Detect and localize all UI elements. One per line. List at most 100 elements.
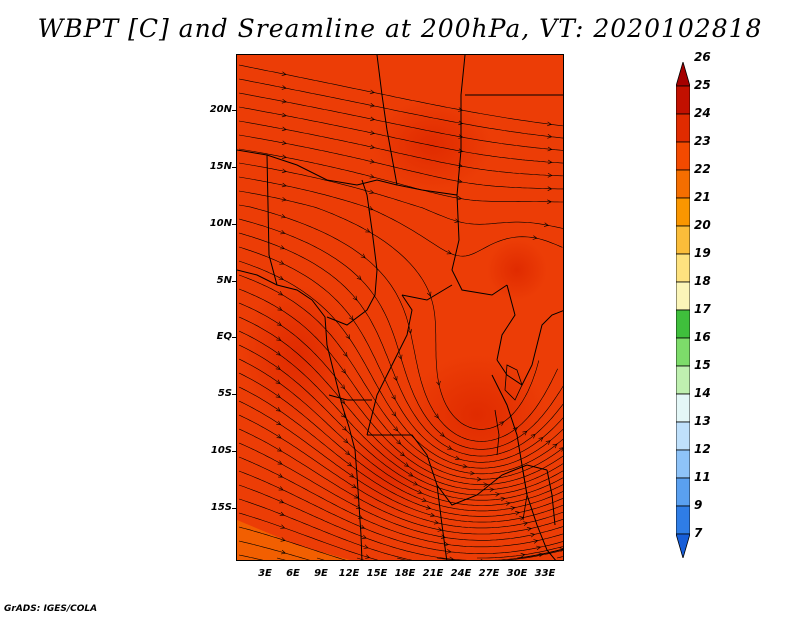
streamline-arrow — [278, 486, 284, 491]
streamline-arrow — [543, 222, 549, 227]
lon-label-33e: 33E — [534, 568, 556, 579]
streamline-arrow — [458, 134, 464, 139]
streamline — [238, 316, 563, 491]
wbpt-zone-central — [407, 355, 547, 475]
streamline — [238, 190, 540, 430]
colorbar-label: 12 — [694, 442, 711, 456]
streamline-arrow — [280, 524, 286, 529]
lat-tick — [232, 451, 236, 452]
streamline — [238, 260, 563, 469]
colorbar-label: 14 — [694, 386, 711, 400]
streamline-arrow — [547, 199, 552, 205]
streamline-arrow — [345, 450, 351, 456]
streamline-arrow — [458, 120, 464, 126]
streamline-arrow — [343, 438, 349, 444]
streamline-arrow — [280, 549, 287, 555]
colorbar-swatch — [675, 337, 691, 367]
streamline-arrow — [538, 437, 544, 442]
colorbar-label: 15 — [694, 358, 711, 372]
streamline-arrow — [457, 195, 463, 201]
streamline — [238, 554, 264, 560]
lon-label-3e: 3E — [258, 568, 272, 579]
map-panel — [236, 54, 564, 561]
streamline-arrow — [530, 433, 536, 439]
streamline-arrow — [489, 487, 495, 492]
streamline-arrow — [280, 229, 286, 235]
streamline-arrow — [279, 245, 285, 250]
lon-label-30e: 30E — [506, 568, 528, 579]
wbpt-zone-south — [327, 430, 447, 520]
streamline-arrow — [499, 421, 505, 426]
lat-label-10s: 10S — [210, 445, 232, 456]
streamline-arrow — [458, 148, 464, 153]
streamline-arrow — [495, 492, 501, 497]
streamline-arrow — [476, 476, 482, 482]
streamline-arrow — [280, 537, 286, 542]
streamline-arrow — [396, 439, 402, 445]
colorbar-label: 23 — [694, 134, 711, 148]
streamline-arrow — [397, 354, 403, 360]
streamline-arrow — [279, 499, 285, 504]
colorbar-label: 22 — [694, 162, 711, 176]
streamline-arrow — [369, 159, 375, 164]
streamline-arrow — [281, 98, 287, 104]
streamline-arrow — [276, 321, 282, 326]
streamline-arrow — [523, 521, 529, 526]
lat-tick — [232, 167, 236, 168]
chart-title: WBPT [C] and Sreamline at 200hPa, VT: 20… — [37, 14, 763, 43]
streamline-arrow — [520, 552, 526, 558]
streamline-arrow — [559, 447, 563, 452]
lat-tick — [232, 110, 236, 111]
streamline-arrow — [483, 482, 489, 487]
streamline — [238, 330, 563, 496]
streamline-arrow — [281, 197, 287, 202]
lon-label-15e: 15E — [366, 568, 388, 579]
streamline-arrow — [369, 89, 375, 95]
streamline — [238, 134, 563, 190]
streamline-arrow — [280, 213, 286, 219]
colorbar-arrow-bottom — [675, 533, 691, 560]
colorbar-label: 25 — [694, 78, 711, 92]
grads-credit: GrADS: IGES/COLA — [4, 604, 98, 614]
streamline — [316, 557, 325, 560]
streamline-arrow — [426, 505, 432, 510]
streamline-arrow — [391, 394, 396, 400]
streamline-arrow — [276, 420, 282, 426]
lon-label-6e: 6E — [286, 568, 300, 579]
streamline-arrow — [281, 154, 287, 159]
streamline-arrow — [526, 527, 532, 532]
lat-label-10n: 10N — [209, 218, 232, 229]
lat-label-eq: EQ — [216, 331, 232, 342]
lat-label-5n: 5N — [216, 275, 232, 286]
streamline-arrow — [547, 186, 553, 191]
wbpt-zone-southwest — [237, 520, 350, 560]
streamline-arrow — [361, 534, 367, 539]
streamline-arrow — [505, 501, 511, 506]
streamline-arrow — [404, 462, 410, 467]
streamline-arrow — [536, 545, 542, 551]
streamline — [516, 548, 563, 559]
streamline-arrow — [278, 275, 284, 280]
streamline — [356, 557, 365, 560]
streamline-arrow — [370, 130, 376, 135]
streamline-arrow — [356, 275, 362, 281]
colorbar-label: 13 — [694, 414, 711, 428]
streamline-arrow — [407, 328, 412, 334]
streamline-arrow — [275, 365, 281, 370]
streamline-arrow — [426, 291, 432, 297]
streamline-arrow — [547, 146, 553, 152]
streamline-arrow — [368, 206, 374, 211]
lat-label-15s: 15S — [210, 502, 232, 513]
streamline-arrow — [443, 541, 449, 547]
colorbar-swatch — [675, 197, 691, 227]
streamline — [238, 302, 563, 485]
streamline-arrow — [510, 506, 516, 511]
streamline-arrow — [369, 174, 375, 179]
lon-label-9e: 9E — [314, 568, 328, 579]
colorbar-swatch — [675, 309, 691, 339]
streamline-arrow — [533, 539, 539, 544]
streamline-arrow — [275, 393, 281, 398]
colorbar — [675, 60, 691, 562]
colorbar-label: 17 — [694, 302, 711, 316]
colorbar-label: 7 — [694, 526, 703, 540]
